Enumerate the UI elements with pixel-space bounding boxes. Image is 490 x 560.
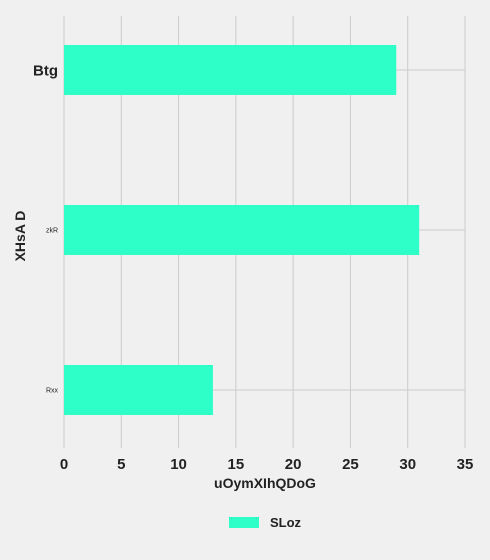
y-category-label: Btg (33, 62, 58, 79)
x-tick-labels: 0 5 10 15 20 25 30 35 (60, 456, 474, 473)
y-axis-title: XHsA D (12, 211, 28, 262)
x-tick-label: 25 (342, 456, 359, 473)
bar-rxx (64, 365, 213, 415)
bar-btg (64, 45, 397, 95)
y-category-labels: Btg zkR Rxx (33, 62, 58, 394)
legend-label-sloz: SLoz (270, 515, 302, 530)
x-tick-label: 35 (457, 456, 474, 473)
x-tick-label: 10 (170, 456, 187, 473)
bars (64, 45, 420, 415)
y-category-label: zkR (46, 227, 58, 234)
legend: SLoz (229, 515, 302, 530)
x-tick-label: 0 (60, 456, 68, 473)
x-tick-label: 5 (117, 456, 125, 473)
x-tick-label: 15 (228, 456, 245, 473)
legend-swatch-sloz (229, 517, 259, 528)
bar-zkr (64, 205, 420, 255)
y-category-label: Rxx (46, 387, 59, 394)
x-tick-label: 20 (285, 456, 302, 473)
x-axis-title: uOymXIhQDoG (214, 475, 316, 491)
x-tick-label: 30 (399, 456, 416, 473)
